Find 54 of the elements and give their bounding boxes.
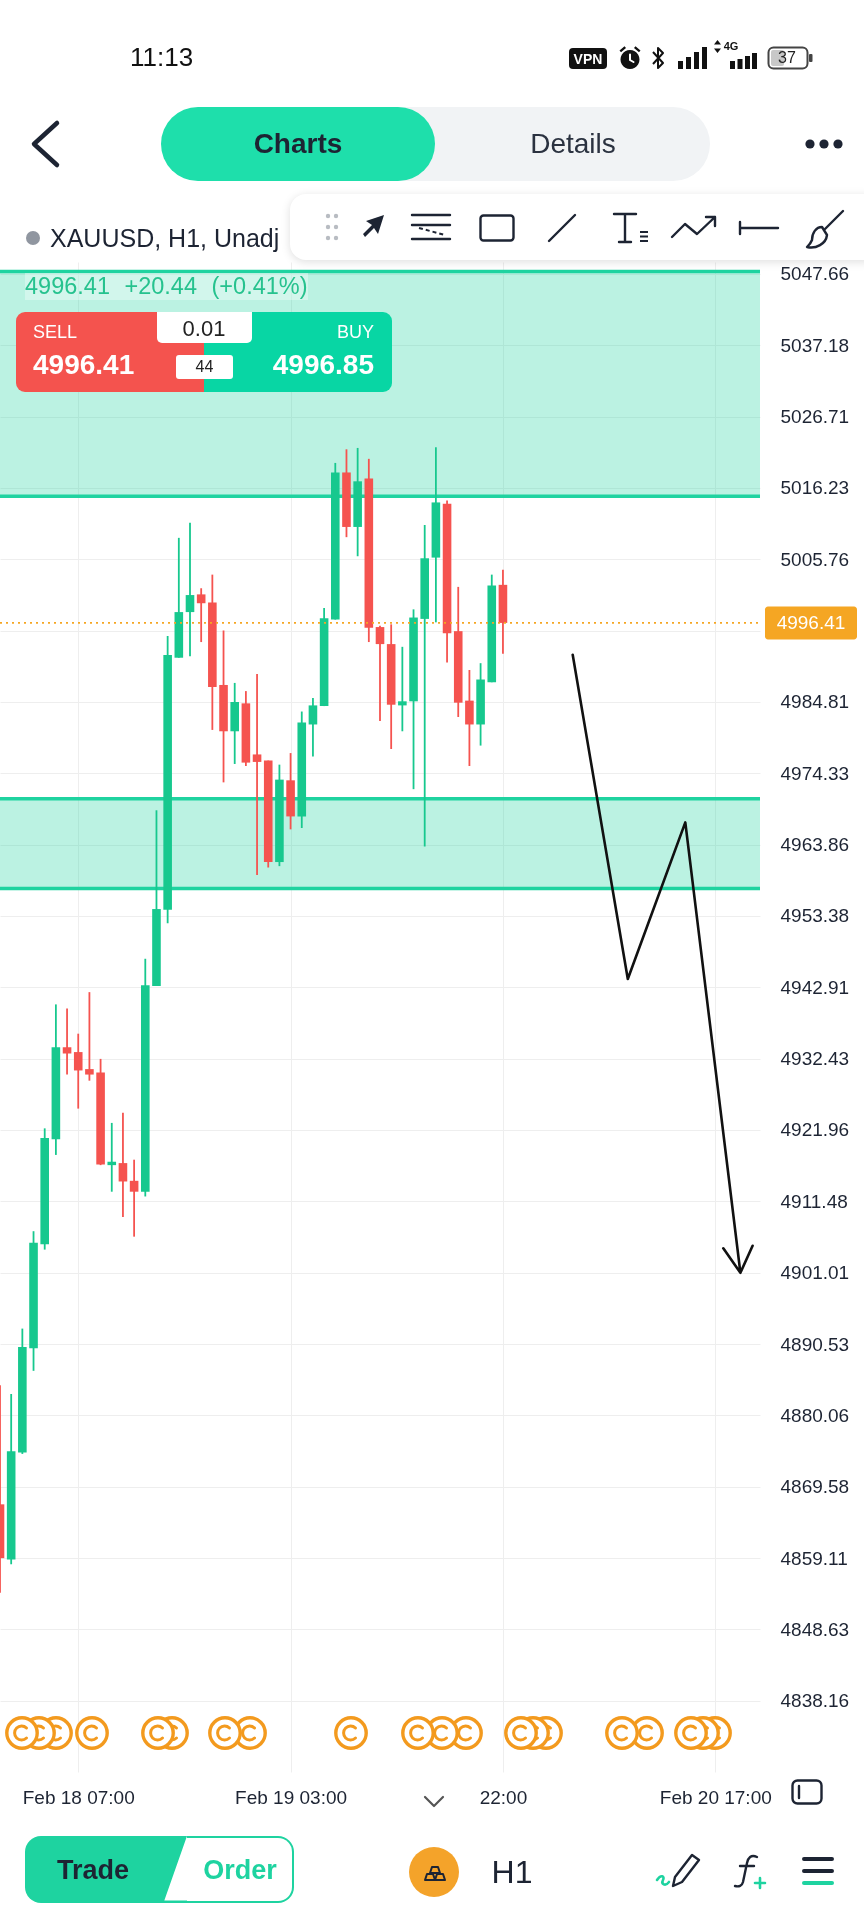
- y-tick-label: 4963.86: [780, 834, 850, 856]
- text: Trade: [56, 1854, 130, 1886]
- y-tick-label: 5047.66: [780, 263, 850, 285]
- y-tick-label: 4890.53: [780, 1333, 850, 1355]
- text: Charts: [253, 128, 343, 160]
- candlestick: [73, 1032, 83, 1110]
- candlestick: [107, 1122, 117, 1193]
- x-tick-label: Feb 18 07:00: [22, 1786, 135, 1808]
- y-tick-label: 4932.43: [780, 1048, 850, 1070]
- y-tick-label: 4848.63: [780, 1618, 850, 1640]
- y-tick-label: 5005.76: [780, 548, 850, 570]
- annotation: SELL: [33, 321, 78, 343]
- y-tick-label: 5016.23: [780, 477, 850, 499]
- y-tick-label: 4953.38: [780, 905, 850, 927]
- candlestick: [129, 1158, 139, 1238]
- y-tick-label: 4901.01: [780, 1262, 850, 1284]
- y-tick-label: 4838.16: [780, 1690, 850, 1712]
- candlestick: [185, 521, 195, 658]
- y-tick-label: 4942.91: [780, 976, 850, 998]
- candlestick: [62, 1007, 72, 1076]
- candlestick: [465, 669, 474, 767]
- x-tick-label: 22:00: [479, 1786, 528, 1808]
- ref-line-label: 4996.41: [776, 611, 846, 633]
- annotation: 4996.41: [33, 349, 135, 381]
- text: H1: [491, 1853, 533, 1891]
- y-tick-label: 5026.71: [780, 406, 850, 428]
- chart-title: XAUUSD, H1, Unadj: [50, 223, 280, 253]
- chart-subtitle: 4996.41 +20.44 (+0.41%): [25, 272, 308, 300]
- y-tick-label: 4880.06: [780, 1404, 850, 1426]
- y-tick-label: 4859.11: [780, 1547, 848, 1569]
- candlestick: [398, 645, 407, 733]
- text: Details: [530, 128, 616, 160]
- text: 37: [778, 49, 796, 67]
- text: 4G: [723, 39, 739, 53]
- annotation: 44: [195, 358, 214, 376]
- candlestick: [308, 697, 318, 758]
- y-tick-label: 5037.18: [780, 334, 850, 356]
- annotation: BUY: [336, 321, 374, 343]
- y-tick-label: 4869.58: [780, 1476, 850, 1498]
- candlestick: [252, 673, 262, 876]
- candlestick: [118, 1111, 128, 1218]
- text: 11:13: [130, 42, 194, 72]
- x-tick-label: Feb 19 03:00: [235, 1786, 348, 1808]
- x-tick-label: Feb 20 17:00: [659, 1786, 772, 1808]
- y-tick-label: 4984.81: [780, 691, 850, 713]
- candlestick: [375, 624, 385, 722]
- candlestick: [196, 587, 206, 643]
- candlestick: [85, 991, 94, 1082]
- annotation: 0.01: [182, 315, 226, 341]
- y-tick-label: 4974.33: [780, 762, 850, 784]
- y-tick-label: 4921.96: [780, 1119, 850, 1141]
- text: Order: [203, 1854, 277, 1886]
- annotation: 4996.85: [272, 349, 374, 381]
- y-tick-label: 4911.48: [780, 1190, 848, 1212]
